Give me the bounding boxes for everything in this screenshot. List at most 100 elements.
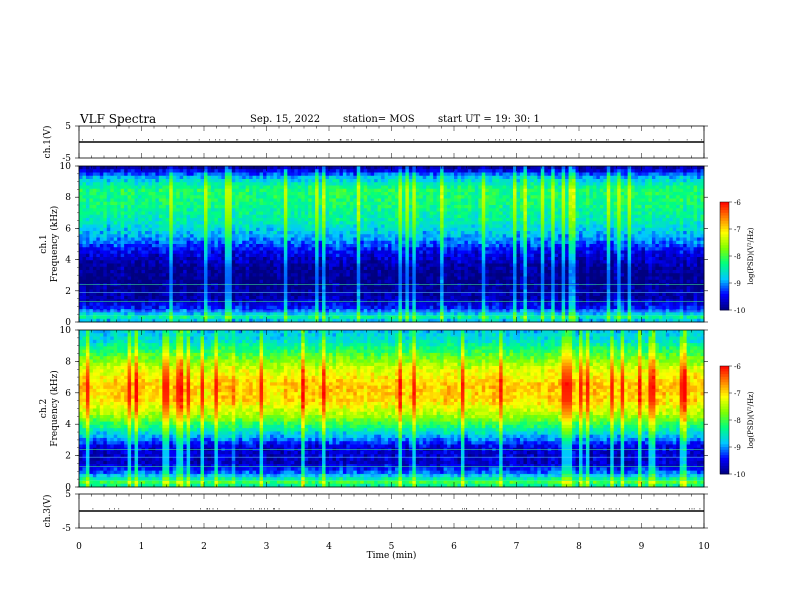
spectrogram-cell [443, 205, 448, 209]
spectrogram-cell [134, 198, 139, 203]
spectrogram-cell [405, 166, 410, 170]
spectrogram-cell [280, 244, 285, 248]
spectrogram-cell [158, 198, 163, 203]
spectrogram-cell [658, 227, 663, 232]
spectrogram-cell [249, 231, 254, 235]
spectrogram-cell [249, 179, 254, 183]
spectrogram-cell [516, 185, 521, 190]
spectrogram-cell [294, 201, 299, 206]
spectrogram-cell [565, 244, 569, 248]
spectrogram-cell [488, 166, 493, 170]
spectrogram-cell [412, 231, 417, 235]
spectrogram-cell [231, 185, 236, 190]
spectrogram-cell [356, 244, 361, 248]
spectrogram-cell [311, 218, 316, 222]
spectrogram-cell [638, 185, 642, 190]
spectrogram-cell [544, 231, 549, 235]
spectrogram-cell [540, 198, 545, 203]
spectrogram-cell [231, 198, 236, 203]
spectrogram-cell [96, 237, 101, 242]
spectrogram-cell [579, 192, 583, 196]
spectrogram-cell [471, 244, 476, 248]
spectrogram-cell [558, 182, 563, 186]
spectrogram-cell [523, 205, 528, 209]
spectrogram-cell [509, 201, 514, 206]
spectrogram-cell [221, 227, 226, 232]
spectrogram-cell [492, 237, 497, 242]
spectrogram-cell [436, 179, 441, 183]
spectrogram-cell [565, 198, 569, 203]
spectrogram-cell [686, 182, 691, 186]
spectrogram-cell [127, 195, 132, 199]
spectrogram-cell [638, 201, 642, 206]
spectrogram-cell [457, 244, 462, 248]
spectrogram-cell [200, 214, 205, 219]
spectrogram-cell [530, 240, 535, 245]
spectrogram-cell [433, 224, 438, 229]
spectrogram-cell [252, 227, 257, 232]
spectrogram-cell [565, 221, 569, 225]
spectrogram-cell [99, 175, 104, 180]
spectrogram-cell [537, 175, 542, 180]
spectrogram-cell [613, 166, 618, 170]
spectrogram-cell [419, 244, 424, 248]
spectrogram-cell [447, 218, 451, 222]
spectrogram-cell [700, 185, 705, 190]
spectrogram-cell [117, 185, 122, 190]
spectrogram-cell [575, 169, 580, 173]
spectrogram-cell [349, 244, 354, 248]
spectrogram-cell [526, 227, 531, 232]
spectrogram-cell [412, 234, 417, 238]
spectrogram-cell [113, 179, 118, 183]
spectrogram-cell [325, 240, 330, 245]
spectrogram-cell [148, 175, 153, 180]
spectrogram-cell [568, 208, 573, 212]
spectrogram-cell [214, 205, 219, 209]
spectrogram-cell [360, 244, 365, 248]
spectrogram-cell [172, 237, 177, 242]
spectrogram-cell [613, 234, 618, 238]
spectrogram-cell [249, 169, 254, 173]
spectrogram-cell [82, 192, 87, 196]
spectrogram-cell [450, 169, 455, 173]
spectrogram-cell [85, 218, 90, 222]
spectrogram-cell [176, 188, 181, 193]
spectrogram-cell [335, 172, 340, 177]
spectrogram-cell [655, 169, 660, 173]
spectrogram-cell [124, 205, 129, 209]
spectrogram-cell [433, 169, 438, 173]
spectrogram-cell [533, 205, 538, 209]
spectrogram-cell [374, 201, 379, 206]
spectrogram-cell [454, 237, 458, 242]
spectrogram-cell [134, 244, 139, 248]
spectrogram-cell [408, 231, 413, 235]
spectrogram-cell [499, 208, 504, 212]
spectrogram-cell [513, 182, 517, 186]
spectrogram-cell [82, 166, 87, 170]
spectrogram-cell [141, 224, 146, 229]
spectrogram-cell [516, 169, 521, 173]
spectrogram-cell [523, 244, 528, 248]
spectrogram-cell [572, 185, 576, 190]
spectrogram-cell [499, 195, 504, 199]
spectrogram-cell [353, 227, 358, 232]
spectrogram-cell [533, 221, 538, 225]
spectrogram-cell [631, 169, 635, 173]
spectrogram-cell [110, 198, 115, 203]
spectrogram-cell [374, 214, 379, 219]
spectrogram-cell [346, 227, 351, 232]
spectrogram-cell [210, 247, 215, 251]
spectrogram-cell [460, 205, 465, 209]
spectrogram-cell [440, 208, 444, 212]
spectrogram-cell [370, 166, 375, 170]
spectrogram-cell [672, 169, 677, 173]
spectrogram-cell [332, 244, 337, 248]
spectrogram-cell [599, 188, 604, 193]
spectrogram-cell [408, 218, 413, 222]
spectrogram-cell [120, 198, 125, 203]
spectrogram-cell [186, 195, 191, 199]
spectrogram-cell [509, 179, 514, 183]
spectrogram-cell [172, 201, 177, 206]
spectrogram-cell [238, 192, 243, 196]
spectrogram-cell [363, 208, 368, 212]
